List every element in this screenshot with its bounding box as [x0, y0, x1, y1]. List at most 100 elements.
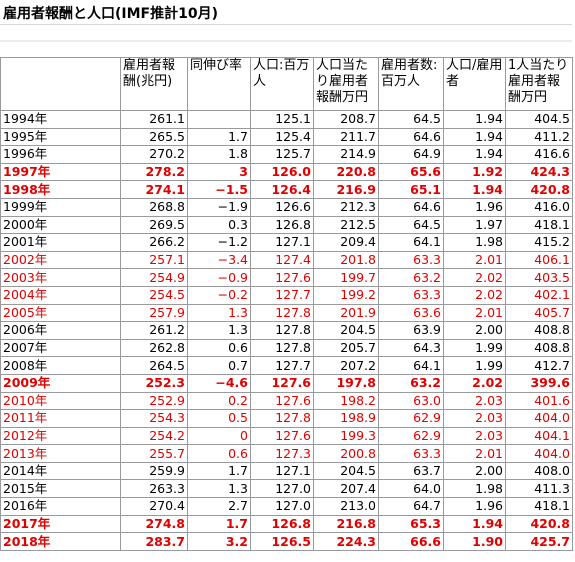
value-cell: 278.2 — [120, 162, 188, 182]
year-cell: 2000年 — [0, 215, 121, 235]
header-row: 雇用者報酬(兆円) 同伸び率 人口:百万人 人口当たり雇用者報酬万円 雇用者数:百万人人… — [0, 57, 573, 111]
value-cell: 1.3 — [187, 321, 251, 340]
value-cell: 126.4 — [250, 180, 314, 199]
value-cell: 1.94 — [443, 110, 506, 129]
value-cell: 127.7 — [250, 356, 314, 375]
value-cell: 126.5 — [250, 532, 314, 551]
year-cell: 2015年 — [0, 479, 121, 499]
data-row: 2017年 274.8 1.7 126.8 216.8 65.3 1.94 420.8 — [0, 514, 573, 534]
value-cell: 405.7 — [505, 303, 573, 323]
year-cell: 2010年 — [0, 391, 121, 411]
value-cell: 2.01 — [443, 303, 506, 323]
year-cell: 2002年 — [0, 250, 121, 270]
year-cell: 1996年 — [0, 145, 121, 164]
value-cell: 1.94 — [443, 127, 506, 147]
value-cell: 1.90 — [443, 532, 506, 551]
data-row: 2008年 264.5 0.7 127.7 207.2 64.1 1.99 412.7 — [0, 356, 573, 375]
value-cell: 212.3 — [313, 197, 379, 217]
value-cell: −3.4 — [187, 250, 251, 270]
data-row: 2004年 254.5 −0.2 127.7 199.2 63.3 2.02 402.1 — [0, 285, 573, 305]
value-cell: 252.3 — [120, 373, 188, 393]
value-cell: −0.9 — [187, 268, 251, 287]
value-cell: 418.1 — [505, 215, 573, 235]
value-cell: 213.0 — [313, 497, 379, 516]
value-cell: 63.0 — [378, 391, 444, 411]
value-cell: 62.9 — [378, 409, 444, 428]
value-cell: 425.7 — [505, 532, 573, 551]
value-cell: 254.3 — [120, 409, 188, 428]
header-cell: 雇用者数:百万人 — [378, 57, 444, 111]
value-cell: 259.9 — [120, 461, 188, 481]
value-cell: 1.8 — [187, 145, 251, 164]
value-cell: 63.6 — [378, 303, 444, 323]
value-cell: 1.98 — [443, 479, 506, 499]
value-cell: 2.02 — [443, 285, 506, 305]
value-cell: 283.7 — [120, 532, 188, 551]
value-cell: 269.5 — [120, 215, 188, 235]
header-cell: 1人当たり雇用者報酬万円 — [505, 57, 573, 111]
year-cell: 2001年 — [0, 233, 121, 252]
value-cell: 2.03 — [443, 426, 506, 446]
value-cell: −1.2 — [187, 233, 251, 252]
header-cell: 人口当たり雇用者報酬万円 — [313, 57, 379, 111]
value-cell: 64.1 — [378, 356, 444, 375]
value-cell: 420.8 — [505, 180, 573, 199]
value-cell: 214.9 — [313, 145, 379, 164]
value-cell: 1.3 — [187, 303, 251, 323]
data-row: 2002年 257.1 −3.4 127.4 201.8 63.3 2.01 406.1 — [0, 250, 573, 270]
value-cell: 2.02 — [443, 373, 506, 393]
value-cell: 127.1 — [250, 461, 314, 481]
value-cell: 255.7 — [120, 444, 188, 463]
value-cell: 262.8 — [120, 338, 188, 358]
year-cell: 1994年 — [0, 110, 121, 129]
value-cell: 416.6 — [505, 145, 573, 164]
data-row: 2009年 252.3 −4.6 127.6 197.8 63.2 2.02 399.6 — [0, 373, 573, 393]
value-cell: 127.8 — [250, 303, 314, 323]
value-cell: 63.3 — [378, 285, 444, 305]
data-row: 2007年 262.8 0.6 127.8 205.7 64.3 1.99 408.8 — [0, 338, 573, 358]
value-cell: 216.8 — [313, 514, 379, 534]
value-cell: 274.1 — [120, 180, 188, 199]
value-cell: 199.3 — [313, 426, 379, 446]
value-cell: 403.5 — [505, 268, 573, 287]
value-cell: −1.9 — [187, 197, 251, 217]
value-cell: 64.0 — [378, 479, 444, 499]
value-cell: 211.7 — [313, 127, 379, 147]
value-cell: 0 — [187, 426, 251, 446]
value-cell: 127.4 — [250, 250, 314, 270]
value-cell: 401.6 — [505, 391, 573, 411]
value-cell: 64.5 — [378, 215, 444, 235]
value-cell: 0.2 — [187, 391, 251, 411]
value-cell: 198.9 — [313, 409, 379, 428]
value-cell: 220.8 — [313, 162, 379, 182]
value-cell: 257.1 — [120, 250, 188, 270]
year-cell: 1995年 — [0, 127, 121, 147]
data-row: 1994年 261.1 125.1 208.7 64.5 1.94 404.5 — [0, 110, 573, 129]
value-cell: 1.7 — [187, 514, 251, 534]
value-cell: 201.8 — [313, 250, 379, 270]
value-cell: 2.7 — [187, 497, 251, 516]
value-cell: 205.7 — [313, 338, 379, 358]
year-cell: 2012年 — [0, 426, 121, 446]
value-cell: 127.6 — [250, 373, 314, 393]
value-cell: 2.03 — [443, 391, 506, 411]
value-cell: 408.8 — [505, 338, 573, 358]
value-cell: 63.2 — [378, 268, 444, 287]
value-cell: 412.7 — [505, 356, 573, 375]
header-cell: 人口/雇用者 — [443, 57, 506, 111]
value-cell: 0.6 — [187, 444, 251, 463]
value-cell: 1.99 — [443, 356, 506, 375]
value-cell: 126.0 — [250, 162, 314, 182]
value-cell: 399.6 — [505, 373, 573, 393]
value-cell: 1.97 — [443, 215, 506, 235]
value-cell: 1.99 — [443, 338, 506, 358]
value-cell: 212.5 — [313, 215, 379, 235]
value-cell: 209.4 — [313, 233, 379, 252]
value-cell: 424.3 — [505, 162, 573, 182]
year-cell: 1999年 — [0, 197, 121, 217]
value-cell: 2.01 — [443, 250, 506, 270]
value-cell: 261.2 — [120, 321, 188, 340]
value-cell: 224.3 — [313, 532, 379, 551]
value-cell: 63.2 — [378, 373, 444, 393]
value-cell: 415.2 — [505, 233, 573, 252]
